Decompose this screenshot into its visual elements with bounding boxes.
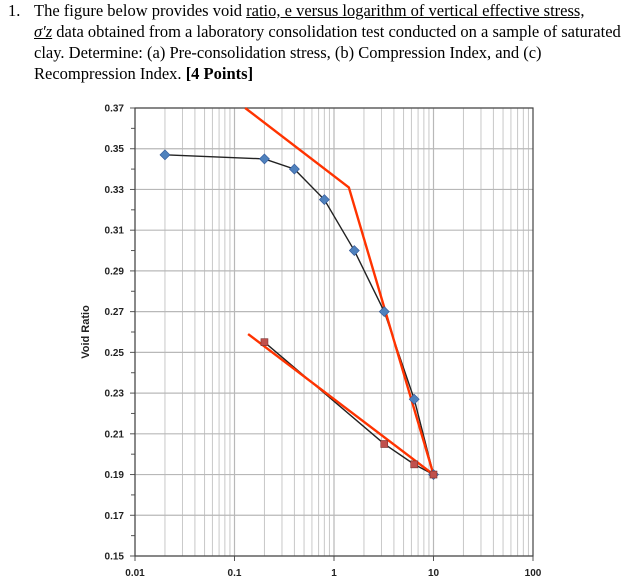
y-tick-label: 0.31 bbox=[105, 226, 125, 237]
construction-line-1 bbox=[247, 333, 435, 476]
data-point-diamond bbox=[318, 194, 330, 206]
question-number: 1. bbox=[8, 1, 21, 20]
x-tick-label: 0.01 bbox=[125, 568, 145, 576]
question-text-part: The figure below provides void bbox=[34, 1, 247, 20]
x-tick-label: 0.1 bbox=[228, 568, 242, 576]
question-text-underlined: ratio, e versus logarithm of vertical ef… bbox=[246, 1, 585, 20]
points-label: [4 Points] bbox=[185, 64, 254, 83]
lines bbox=[164, 107, 435, 476]
x-tick-label: 1 bbox=[331, 568, 337, 576]
y-tick-label: 0.25 bbox=[105, 348, 125, 359]
y-tick-label: 0.33 bbox=[105, 185, 125, 196]
data-point-diamond bbox=[259, 153, 270, 165]
data-point-diamond bbox=[378, 306, 390, 318]
y-tick-label: 0.29 bbox=[105, 266, 125, 277]
y-tick-label: 0.23 bbox=[105, 389, 125, 400]
data-point-square bbox=[380, 440, 389, 448]
y-tick-label: 0.21 bbox=[105, 429, 125, 440]
y-tick-label: 0.37 bbox=[105, 104, 125, 115]
data-point-square bbox=[410, 460, 419, 469]
axes: 0.37 0.35 0.33 0.31 0.29 0.27 0.25 0.23 0.21 0.19… bbox=[105, 104, 542, 576]
data-point-diamond bbox=[159, 149, 171, 161]
data-point-diamond bbox=[408, 393, 420, 405]
data-point-square bbox=[260, 338, 269, 346]
marks bbox=[159, 149, 439, 480]
y-tick-label: 0.27 bbox=[105, 307, 125, 318]
construction-line-0 bbox=[244, 107, 435, 475]
data-point-square bbox=[429, 470, 438, 479]
y-tick-label: 0.35 bbox=[105, 144, 125, 155]
y-axis-label: Void Ratio bbox=[80, 305, 92, 359]
plot-border bbox=[134, 107, 534, 557]
y-tick-label: 0.15 bbox=[105, 552, 125, 563]
question-text: The figure below provides void ratio, e … bbox=[34, 0, 624, 84]
question-text-part: data obtained from a laboratory consolid… bbox=[34, 22, 621, 83]
stress-symbol: σ′z bbox=[34, 22, 53, 41]
data-point-diamond bbox=[288, 163, 300, 175]
data-point-diamond bbox=[348, 245, 360, 256]
y-tick-label: 0.17 bbox=[105, 511, 125, 522]
y-tick-label: 0.19 bbox=[105, 470, 125, 481]
x-tick-label: 10 bbox=[428, 568, 440, 576]
x-tick-label: 100 bbox=[525, 568, 542, 576]
series-line-0 bbox=[164, 154, 435, 475]
